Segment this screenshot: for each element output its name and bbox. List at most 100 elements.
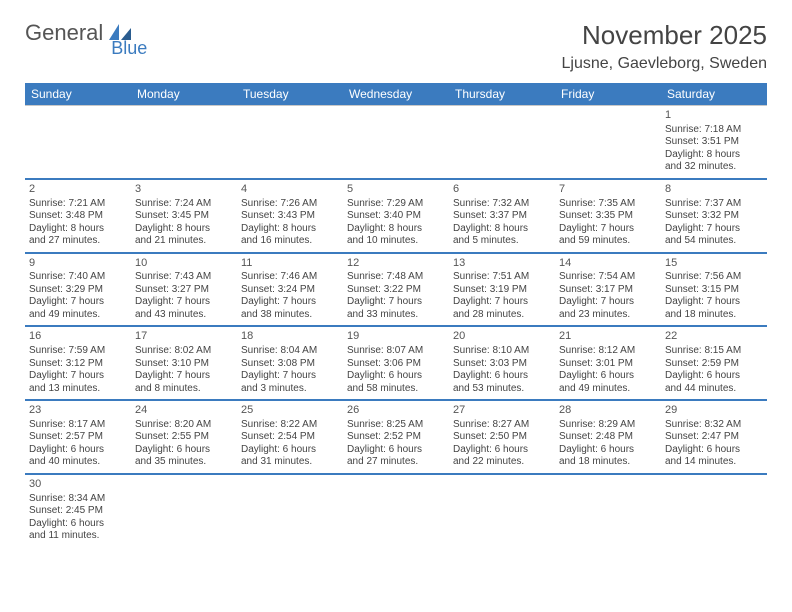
- day-info: Sunrise: 7:32 AMSunset: 3:37 PMDaylight:…: [453, 198, 551, 248]
- sunrise-text: Sunrise: 8:10 AM: [453, 345, 529, 356]
- daylight-text-2: and 54 minutes.: [665, 235, 736, 246]
- sunset-text: Sunset: 3:37 PM: [453, 210, 527, 221]
- day-info: Sunrise: 8:32 AMSunset: 2:47 PMDaylight:…: [665, 419, 763, 469]
- title-block: November 2025 Ljusne, Gaevleborg, Sweden: [562, 20, 767, 73]
- day-number: 2: [29, 183, 127, 197]
- sunrise-text: Sunrise: 7:59 AM: [29, 345, 105, 356]
- day-info: Sunrise: 7:40 AMSunset: 3:29 PMDaylight:…: [29, 271, 127, 321]
- sunset-text: Sunset: 3:12 PM: [29, 358, 103, 369]
- dow-saturday: Saturday: [661, 83, 767, 106]
- day-number: 24: [135, 404, 233, 418]
- sunset-text: Sunset: 3:22 PM: [347, 284, 421, 295]
- day-number: 25: [241, 404, 339, 418]
- daylight-text-1: Daylight: 7 hours: [29, 370, 104, 381]
- daylight-text-2: and 18 minutes.: [665, 309, 736, 320]
- daylight-text-1: Daylight: 6 hours: [241, 444, 316, 455]
- day-number: 12: [347, 257, 445, 271]
- sunrise-text: Sunrise: 7:35 AM: [559, 198, 635, 209]
- day-info: Sunrise: 7:56 AMSunset: 3:15 PMDaylight:…: [665, 271, 763, 321]
- sunrise-text: Sunrise: 8:02 AM: [135, 345, 211, 356]
- daylight-text-1: Daylight: 7 hours: [29, 296, 104, 307]
- day-info: Sunrise: 7:46 AM Sunset: 3:24 PMDaylight:…: [241, 271, 339, 321]
- day-number: 27: [453, 404, 551, 418]
- calendar-week-row: 9Sunrise: 7:40 AMSunset: 3:29 PMDaylight…: [25, 253, 767, 327]
- day-number: 14: [559, 257, 657, 271]
- calendar-cell: [25, 106, 131, 179]
- sunset-text: Sunset: 3:01 PM: [559, 358, 633, 369]
- calendar-cell: 14Sunrise: 7:54 AMSunset: 3:17 PMDayligh…: [555, 253, 661, 327]
- sunrise-text: Sunrise: 7:26 AM: [241, 198, 317, 209]
- day-number: 4: [241, 183, 339, 197]
- day-number: 7: [559, 183, 657, 197]
- daylight-text-1: Daylight: 7 hours: [135, 296, 210, 307]
- day-info: Sunrise: 7:43 AMSunset: 3:27 PMDaylight:…: [135, 271, 233, 321]
- day-info: Sunrise: 7:37 AMSunset: 3:32 PMDaylight:…: [665, 198, 763, 248]
- calendar-cell: 23Sunrise: 8:17 AMSunset: 2:57 PMDayligh…: [25, 400, 131, 474]
- daylight-text-2: and 23 minutes.: [559, 309, 630, 320]
- sunrise-text: Sunrise: 7:32 AM: [453, 198, 529, 209]
- daylight-text-2: and 33 minutes.: [347, 309, 418, 320]
- daylight-text-2: and 13 minutes.: [29, 383, 100, 394]
- sunrise-text: Sunrise: 8:29 AM: [559, 419, 635, 430]
- sunrise-text: Sunrise: 7:46 AM: [241, 271, 317, 282]
- sunset-text: Sunset: 2:52 PM: [347, 431, 421, 442]
- daylight-text-1: Daylight: 6 hours: [453, 370, 528, 381]
- daylight-text-2: and 16 minutes.: [241, 235, 312, 246]
- daylight-text-1: Daylight: 6 hours: [665, 370, 740, 381]
- day-info: Sunrise: 8:34 AMSunset: 2:45 PMDaylight:…: [29, 493, 127, 543]
- day-number: 20: [453, 330, 551, 344]
- day-info: Sunrise: 7:35 AMSunset: 3:35 PMDaylight:…: [559, 198, 657, 248]
- daylight-text-2: and 27 minutes.: [29, 235, 100, 246]
- calendar-cell: 29Sunrise: 8:32 AMSunset: 2:47 PMDayligh…: [661, 400, 767, 474]
- sunset-text: Sunset: 2:48 PM: [559, 431, 633, 442]
- day-info: Sunrise: 7:59 AM Sunset: 3:12 PMDaylight:…: [29, 345, 127, 395]
- sunset-text: Sunset: 2:57 PM: [29, 431, 103, 442]
- daylight-text-2: and 49 minutes.: [559, 383, 630, 394]
- calendar-cell: 13Sunrise: 7:51 AMSunset: 3:19 PMDayligh…: [449, 253, 555, 327]
- sunset-text: Sunset: 2:45 PM: [29, 505, 103, 516]
- calendar-cell: [555, 106, 661, 179]
- calendar-cell: 11Sunrise: 7:46 AMSunset: 3:24 PMDayligh…: [237, 253, 343, 327]
- sunset-text: Sunset: 3:51 PM: [665, 136, 739, 147]
- sunrise-text: Sunrise: 8:12 AM: [559, 345, 635, 356]
- day-info: Sunrise: 8:25 AMSunset: 2:52 PMDaylight:…: [347, 419, 445, 469]
- daylight-text-1: Daylight: 7 hours: [241, 370, 316, 381]
- sunset-text: Sunset: 3:24 PM: [241, 284, 315, 295]
- day-number: 10: [135, 257, 233, 271]
- sunrise-text: Sunrise: 7:56 AM: [665, 271, 741, 282]
- month-title: November 2025: [562, 20, 767, 51]
- day-info: Sunrise: 8:12 AMSunset: 3:01 PMDaylight:…: [559, 345, 657, 395]
- sunset-text: Sunset: 2:50 PM: [453, 431, 527, 442]
- day-number: 5: [347, 183, 445, 197]
- day-info: Sunrise: 7:54 AMSunset: 3:17 PMDaylight:…: [559, 271, 657, 321]
- calendar-cell: [343, 474, 449, 547]
- calendar-cell: 2Sunrise: 7:21 AMSunset: 3:48 PMDaylight…: [25, 179, 131, 253]
- sunrise-text: Sunrise: 8:07 AM: [347, 345, 423, 356]
- calendar-cell: [131, 474, 237, 547]
- sunrise-text: Sunrise: 8:20 AM: [135, 419, 211, 430]
- sunrise-text: Sunrise: 8:22 AM: [241, 419, 317, 430]
- day-number: 9: [29, 257, 127, 271]
- calendar-week-row: 2Sunrise: 7:21 AMSunset: 3:48 PMDaylight…: [25, 179, 767, 253]
- sunset-text: Sunset: 3:15 PM: [665, 284, 739, 295]
- sunrise-text: Sunrise: 7:24 AM: [135, 198, 211, 209]
- calendar-cell: 24Sunrise: 8:20 AMSunset: 2:55 PMDayligh…: [131, 400, 237, 474]
- daylight-text-1: Daylight: 7 hours: [453, 296, 528, 307]
- sunset-text: Sunset: 3:32 PM: [665, 210, 739, 221]
- daylight-text-2: and 35 minutes.: [135, 456, 206, 467]
- daylight-text-1: Daylight: 8 hours: [665, 149, 740, 160]
- calendar-cell: 25Sunrise: 8:22 AMSunset: 2:54 PMDayligh…: [237, 400, 343, 474]
- day-number: 19: [347, 330, 445, 344]
- daylight-text-2: and 3 minutes.: [241, 383, 307, 394]
- day-number: 21: [559, 330, 657, 344]
- sunset-text: Sunset: 3:03 PM: [453, 358, 527, 369]
- sunrise-text: Sunrise: 8:34 AM: [29, 493, 105, 504]
- sunset-text: Sunset: 2:55 PM: [135, 431, 209, 442]
- dow-thursday: Thursday: [449, 83, 555, 106]
- day-info: Sunrise: 8:29 AMSunset: 2:48 PMDaylight:…: [559, 419, 657, 469]
- sunrise-text: Sunrise: 7:43 AM: [135, 271, 211, 282]
- daylight-text-1: Daylight: 7 hours: [347, 296, 422, 307]
- day-number: 23: [29, 404, 127, 418]
- daylight-text-1: Daylight: 7 hours: [241, 296, 316, 307]
- sunset-text: Sunset: 2:47 PM: [665, 431, 739, 442]
